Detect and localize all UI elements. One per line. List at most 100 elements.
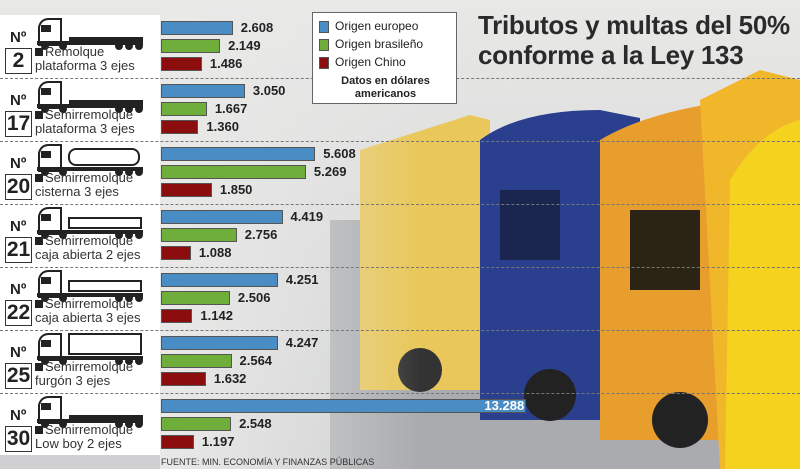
bar-brasileno — [161, 165, 306, 179]
category-label: Semirremolque cisterna 3 ejes — [35, 170, 134, 199]
legend: Origen europeo Origen brasileño Origen C… — [312, 12, 457, 104]
category-number: 2 — [5, 48, 32, 74]
bar-chino — [161, 120, 199, 134]
legend-swatch — [319, 20, 329, 33]
bar-brasileno — [161, 102, 207, 116]
bullet-square-icon — [35, 426, 43, 434]
category-label: Semirremolque caja abierta 2 ejes — [35, 233, 141, 262]
bar-chino — [161, 309, 193, 323]
bar-brasileno — [161, 354, 232, 368]
data-label: 2.548 — [239, 416, 272, 431]
bar-chino — [161, 183, 212, 197]
legend-item-europeo: Origen europeo — [319, 19, 418, 33]
bar-europeo — [161, 84, 245, 98]
truck-trailer-icon — [35, 143, 147, 182]
data-label: 5.608 — [323, 146, 356, 161]
truck-trailer-icon — [35, 395, 147, 434]
legend-label: Origen brasileño — [335, 37, 424, 51]
data-label: 1.667 — [214, 101, 248, 116]
category-number: 22 — [5, 300, 32, 326]
category-label: Semirremolque plataforma 3 ejes — [35, 107, 135, 136]
bar-chino — [161, 57, 202, 71]
category-number: 21 — [5, 237, 32, 263]
category-row: Nº 21 Semirremolque caja abierta 2 ejes 4.41… — [0, 204, 800, 267]
number-prefix: Nº — [10, 155, 27, 172]
category-label: Semirremolque caja abierta 3 ejes — [35, 296, 141, 325]
legend-swatch — [319, 56, 329, 69]
bar-europeo — [161, 336, 278, 350]
number-prefix: Nº — [10, 281, 27, 298]
category-label: Remolque plataforma 3 ejes — [35, 44, 135, 73]
data-label: 1.142 — [200, 308, 233, 323]
source-note: FUENTE: MIN. ECONOMÍA Y FINANZAS PÚBLICA… — [161, 457, 375, 467]
category-row: Nº 30 Semirremolque Low boy 2 ejes 13.288 2.5… — [0, 393, 800, 456]
data-label: 4.247 — [285, 335, 319, 350]
truck-trailer-icon — [35, 17, 147, 56]
bar-brasileno — [161, 39, 221, 53]
data-label: 1.197 — [201, 434, 235, 449]
truck-trailer-icon — [35, 80, 147, 119]
row-divider — [0, 141, 800, 142]
data-label: 4.251 — [285, 272, 319, 287]
bullet-square-icon — [35, 174, 43, 182]
row-divider — [0, 393, 800, 394]
number-prefix: Nº — [10, 344, 27, 361]
bullet-square-icon — [35, 111, 43, 119]
number-prefix: Nº — [10, 29, 27, 46]
truck-trailer-icon — [35, 269, 147, 308]
bar-chino — [161, 246, 191, 260]
category-number: 17 — [5, 111, 32, 137]
bullet-square-icon — [35, 237, 43, 245]
data-label: 5.269 — [313, 164, 347, 179]
data-label: 13.288 — [484, 398, 525, 413]
bar-chino — [161, 435, 194, 449]
data-label: 2.608 — [240, 20, 274, 35]
bar-europeo — [161, 210, 283, 224]
row-divider — [0, 330, 800, 331]
category-number: 20 — [5, 174, 32, 200]
category-number: 25 — [5, 363, 32, 389]
legend-label: Origen europeo — [335, 19, 419, 33]
bullet-square-icon — [35, 363, 43, 371]
number-prefix: Nº — [10, 218, 27, 235]
data-label: 1.088 — [198, 245, 232, 260]
data-label: 3.050 — [252, 83, 286, 98]
bar-chino — [161, 372, 206, 386]
number-prefix: Nº — [10, 92, 27, 109]
data-label: 2.506 — [237, 290, 271, 305]
bar-europeo — [161, 273, 278, 287]
category-number: 30 — [5, 426, 32, 452]
data-label: 1.632 — [213, 371, 247, 386]
legend-item-chino: Origen Chino — [319, 55, 406, 69]
data-label: 1.850 — [219, 182, 253, 197]
bar-europeo — [161, 21, 233, 35]
category-row: Nº 22 Semirremolque caja abierta 3 ejes 4.25… — [0, 267, 800, 330]
category-row: Nº 2 Remolque plataforma 3 ejes 2.608 2.149 1.… — [0, 15, 800, 78]
bar-brasileno — [161, 228, 237, 242]
number-prefix: Nº — [10, 407, 27, 424]
data-label: 2.756 — [244, 227, 278, 242]
bullet-square-icon — [35, 48, 43, 56]
bar-europeo — [161, 399, 527, 413]
data-label: 1.360 — [206, 119, 239, 134]
data-label: 2.564 — [239, 353, 273, 368]
row-divider — [0, 267, 800, 268]
currency-note: Datos en dólares americanos — [341, 75, 430, 100]
truck-trailer-icon — [35, 332, 147, 371]
legend-item-brasileno: Origen brasileño — [319, 37, 423, 51]
category-label: Semirremolque Low boy 2 ejes — [35, 422, 134, 451]
category-row: Nº 17 Semirremolque plataforma 3 ejes 3.050 1… — [0, 78, 800, 141]
data-label: 2.149 — [228, 38, 261, 53]
category-label: Semirremolque furgón 3 ejes — [35, 359, 134, 388]
data-label: 4.419 — [290, 209, 324, 224]
row-divider — [0, 204, 800, 205]
category-row: Nº 20 Semirremolque cisterna 3 ejes 5.608 5.2… — [0, 141, 800, 204]
category-row: Nº 25 Semirremolque furgón 3 ejes 4.247 2.564… — [0, 330, 800, 393]
data-label: 1.486 — [209, 56, 243, 71]
bullet-square-icon — [35, 300, 43, 308]
chart-title: Tributos y multas del 50% conforme a la L… — [478, 10, 790, 70]
truck-trailer-icon — [35, 206, 147, 245]
bar-brasileno — [161, 291, 230, 305]
legend-label: Origen Chino — [335, 55, 406, 69]
bar-europeo — [161, 147, 316, 161]
